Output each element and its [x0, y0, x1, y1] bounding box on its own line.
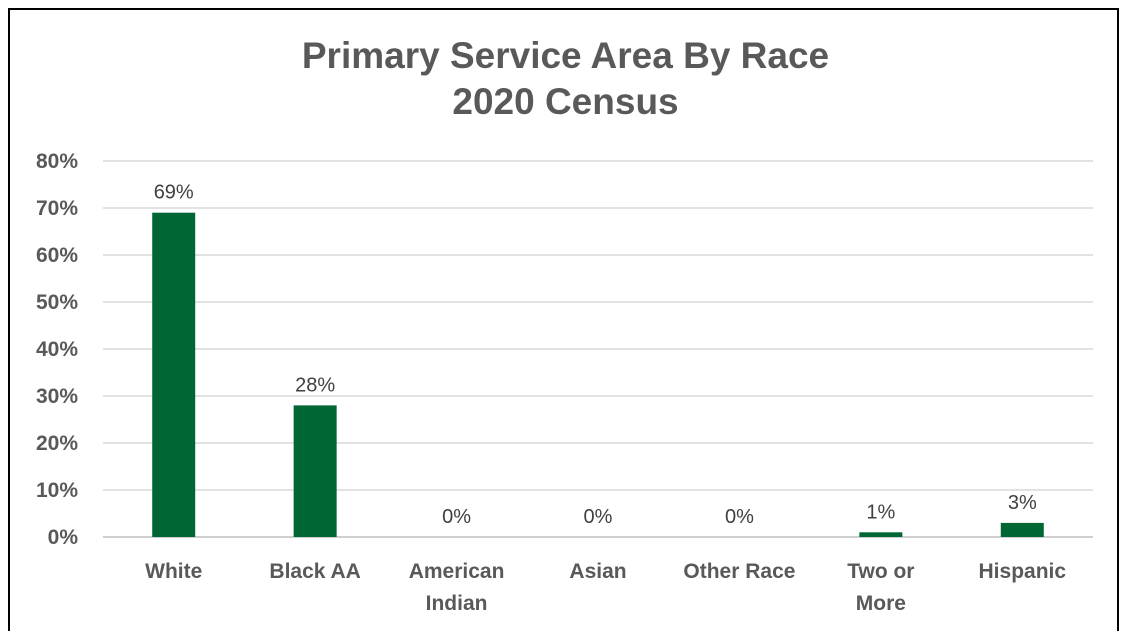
data-label: 0%: [442, 506, 471, 528]
y-tick-label: 0%: [48, 526, 79, 549]
x-tick-label: Black AA: [269, 560, 360, 583]
x-tick-label: Indian: [426, 592, 488, 615]
bar: [1000, 522, 1044, 537]
y-tick-label: 70%: [36, 197, 78, 220]
chart-title-line-2: 2020 Census: [452, 81, 679, 122]
bar: [152, 212, 196, 537]
data-label: 0%: [725, 506, 754, 528]
x-tick-label: American: [409, 560, 505, 583]
x-tick-label: White: [145, 560, 202, 583]
data-label: 0%: [584, 506, 613, 528]
y-tick-label: 50%: [36, 291, 78, 314]
x-tick-label: Asian: [569, 560, 626, 583]
y-tick-label: 10%: [36, 479, 78, 502]
bar: [859, 532, 903, 537]
x-tick-label: Hispanic: [979, 560, 1067, 583]
y-tick-label: 60%: [36, 244, 78, 267]
bar: [293, 405, 337, 537]
y-tick-label: 80%: [36, 150, 78, 173]
data-label: 3%: [1008, 492, 1037, 514]
data-label: 1%: [866, 501, 895, 523]
x-tick-label: Two or: [847, 560, 914, 583]
y-tick-label: 20%: [36, 432, 78, 455]
x-tick-label: More: [856, 592, 906, 615]
y-tick-label: 30%: [36, 385, 78, 408]
data-label: 69%: [154, 182, 194, 204]
chart-title-line-1: Primary Service Area By Race: [301, 35, 830, 76]
x-tick-label: Other Race: [683, 560, 795, 583]
data-label: 28%: [295, 374, 335, 396]
y-tick-label: 40%: [36, 338, 78, 361]
